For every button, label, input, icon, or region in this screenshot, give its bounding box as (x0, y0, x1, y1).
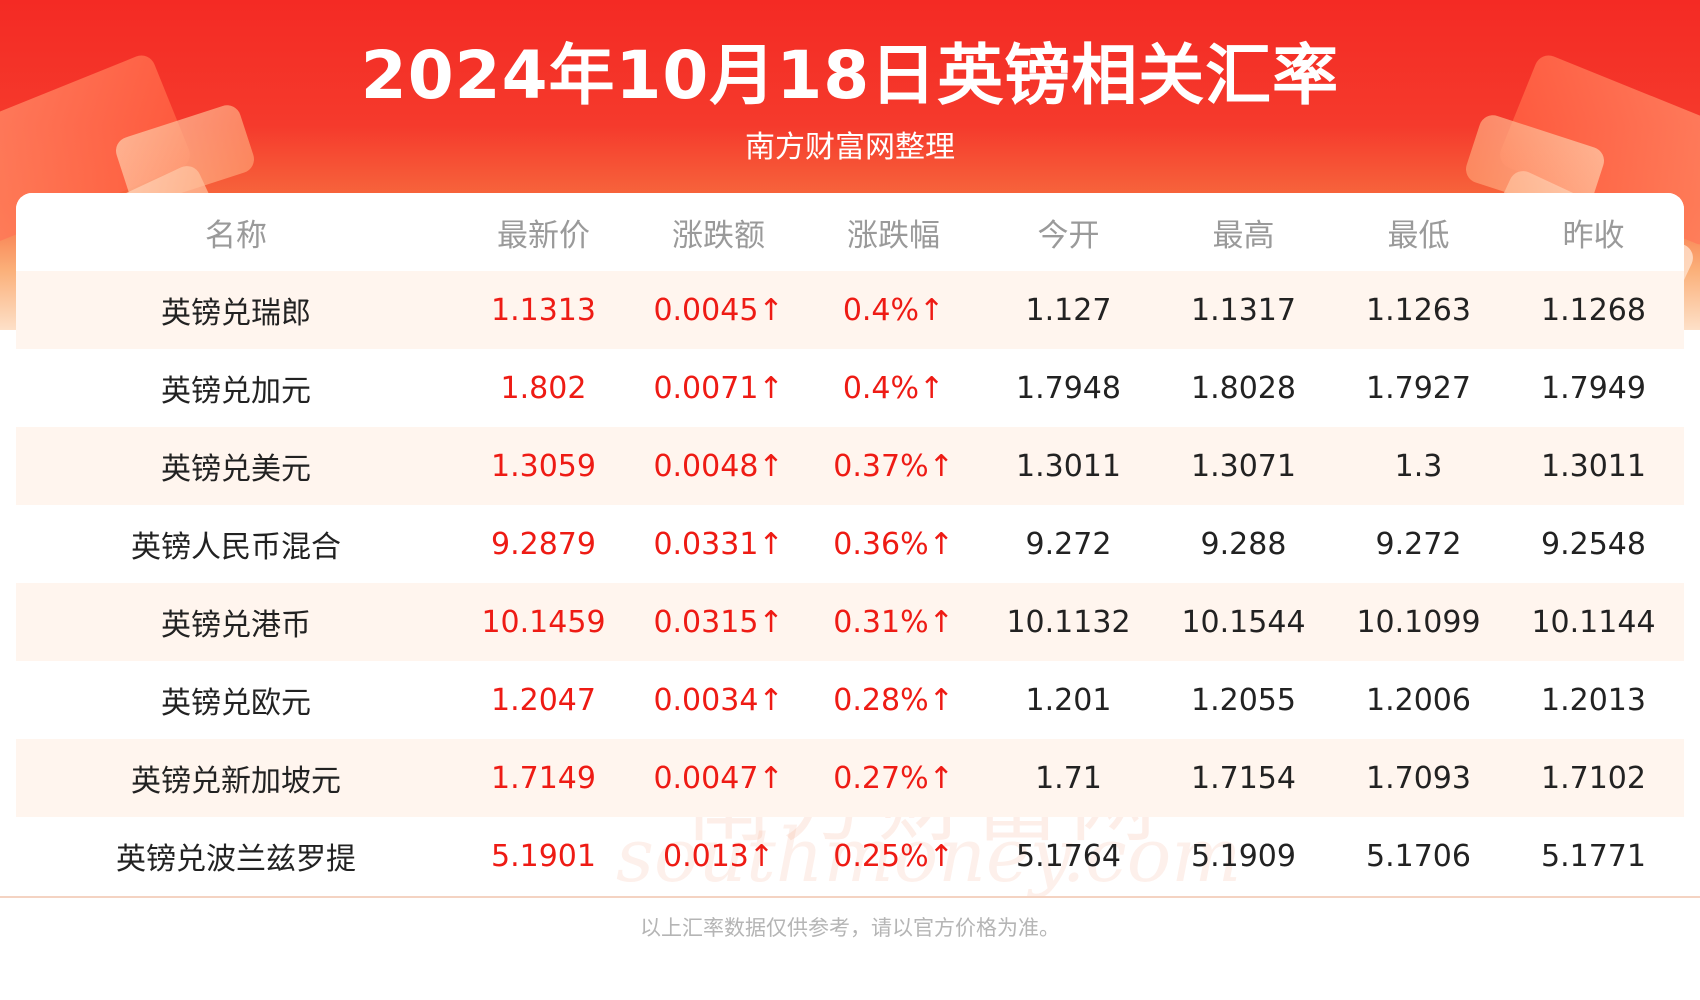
table-row: 英镑人民币混合 9.2879 0.0331↑ 0.36%↑ 9.272 9.28… (16, 505, 1684, 583)
cell-latest: 1.802 (500, 370, 587, 406)
cell-change-pct: 0.31%↑ (833, 604, 954, 640)
table-row: 英镑兑新加坡元 1.7149 0.0047↑ 0.27%↑ 1.71 1.715… (16, 739, 1684, 817)
page-title: 2024年10月18日英镑相关汇率 (360, 37, 1340, 114)
cell-prev-close: 1.2013 (1541, 682, 1646, 718)
cell-change-pct: 0.36%↑ (833, 526, 954, 562)
cell-change: 0.0034↑ (653, 682, 784, 718)
table-row: 英镑兑港币 10.1459 0.0315↑ 0.31%↑ 10.1132 10.… (16, 583, 1684, 661)
column-header-latest: 最新价 (497, 217, 590, 254)
cell-change: 0.0045↑ (653, 292, 784, 328)
cell-low: 10.1099 (1356, 604, 1481, 640)
cell-name: 英镑兑欧元 (161, 686, 311, 721)
cell-latest: 1.2047 (491, 682, 596, 718)
divider (0, 896, 1700, 898)
column-header-name: 名称 (205, 217, 267, 254)
cell-open: 9.272 (1025, 526, 1112, 562)
cell-name: 英镑兑新加坡元 (131, 764, 341, 799)
cell-latest: 1.3059 (491, 448, 596, 484)
column-header-high: 最高 (1212, 217, 1275, 254)
cell-name: 英镑兑加元 (161, 374, 311, 409)
page-subtitle: 南方财富网整理 (745, 130, 955, 165)
cell-high: 1.1317 (1191, 292, 1296, 328)
cell-high: 1.2055 (1191, 682, 1296, 718)
cell-open: 1.71 (1035, 760, 1102, 796)
cell-high: 10.1544 (1181, 604, 1306, 640)
table-row: 英镑兑波兰兹罗提 5.1901 0.013↑ 0.25%↑ 5.1764 5.1… (16, 817, 1684, 895)
cell-prev-close: 1.7949 (1541, 370, 1646, 406)
cell-high: 9.288 (1200, 526, 1287, 562)
cell-name: 英镑兑美元 (161, 452, 311, 487)
cell-change-pct: 0.25%↑ (833, 838, 954, 874)
cell-name: 英镑人民币混合 (131, 530, 341, 565)
cell-high: 1.3071 (1191, 448, 1296, 484)
cell-change: 0.0047↑ (653, 760, 784, 796)
cell-change: 0.013↑ (662, 838, 775, 874)
cell-change: 0.0071↑ (653, 370, 784, 406)
table-row: 英镑兑美元 1.3059 0.0048↑ 0.37%↑ 1.3011 1.307… (16, 427, 1684, 505)
cell-latest: 1.7149 (491, 760, 596, 796)
cell-low: 1.1263 (1366, 292, 1471, 328)
cell-change-pct: 0.37%↑ (833, 448, 954, 484)
cell-open: 1.3011 (1016, 448, 1121, 484)
cell-latest: 5.1901 (491, 838, 596, 874)
cell-high: 5.1909 (1191, 838, 1296, 874)
column-header-change: 涨跌额 (672, 217, 765, 254)
cell-change-pct: 0.4%↑ (842, 292, 945, 328)
table-header-row: 名称 最新价 涨跌额 涨跌幅 今开 最高 最低 昨收 (16, 193, 1684, 271)
cell-prev-close: 10.1144 (1531, 604, 1656, 640)
cell-low: 9.272 (1375, 526, 1462, 562)
cell-low: 1.7093 (1366, 760, 1471, 796)
cell-latest: 10.1459 (481, 604, 606, 640)
table-row: 英镑兑加元 1.802 0.0071↑ 0.4%↑ 1.7948 1.8028 … (16, 349, 1684, 427)
cell-open: 1.201 (1025, 682, 1112, 718)
cell-low: 1.2006 (1366, 682, 1471, 718)
cell-name: 英镑兑瑞郎 (161, 296, 311, 331)
cell-prev-close: 1.7102 (1541, 760, 1646, 796)
cell-high: 1.8028 (1191, 370, 1296, 406)
cell-prev-close: 1.1268 (1541, 292, 1646, 328)
cell-low: 5.1706 (1366, 838, 1471, 874)
cell-change-pct: 0.4%↑ (842, 370, 945, 406)
cell-high: 1.7154 (1191, 760, 1296, 796)
cell-latest: 1.1313 (491, 292, 596, 328)
cell-open: 1.127 (1025, 292, 1112, 328)
cell-change-pct: 0.28%↑ (833, 682, 954, 718)
cell-open: 1.7948 (1016, 370, 1121, 406)
cell-name: 英镑兑波兰兹罗提 (116, 842, 356, 877)
table-row: 英镑兑瑞郎 1.1313 0.0045↑ 0.4%↑ 1.127 1.1317 … (16, 271, 1684, 349)
cell-low: 1.7927 (1366, 370, 1471, 406)
cell-open: 10.1132 (1006, 604, 1131, 640)
cell-latest: 9.2879 (491, 526, 596, 562)
column-header-change-pct: 涨跌幅 (847, 217, 940, 254)
cell-change: 0.0331↑ (653, 526, 784, 562)
cell-change: 0.0048↑ (653, 448, 784, 484)
cell-name: 英镑兑港币 (161, 608, 311, 643)
column-header-open: 今开 (1037, 217, 1100, 254)
cell-prev-close: 1.3011 (1541, 448, 1646, 484)
cell-change-pct: 0.27%↑ (833, 760, 954, 796)
table-row: 英镑兑欧元 1.2047 0.0034↑ 0.28%↑ 1.201 1.2055… (16, 661, 1684, 739)
cell-open: 5.1764 (1016, 838, 1121, 874)
cell-change: 0.0315↑ (653, 604, 784, 640)
rates-card: 南方财富网 southmoney.com 名称 最新价 涨跌额 涨跌幅 今开 最… (16, 193, 1684, 898)
column-header-low: 最低 (1387, 217, 1450, 254)
cell-prev-close: 9.2548 (1541, 526, 1646, 562)
rates-table: 名称 最新价 涨跌额 涨跌幅 今开 最高 最低 昨收 英镑兑瑞郎 1.1313 … (16, 193, 1684, 895)
footer-note: 以上汇率数据仅供参考，请以官方价格为准。 (640, 916, 1060, 940)
cell-low: 1.3 (1394, 448, 1443, 484)
cell-prev-close: 5.1771 (1541, 838, 1646, 874)
column-header-prev-close: 昨收 (1562, 217, 1625, 254)
